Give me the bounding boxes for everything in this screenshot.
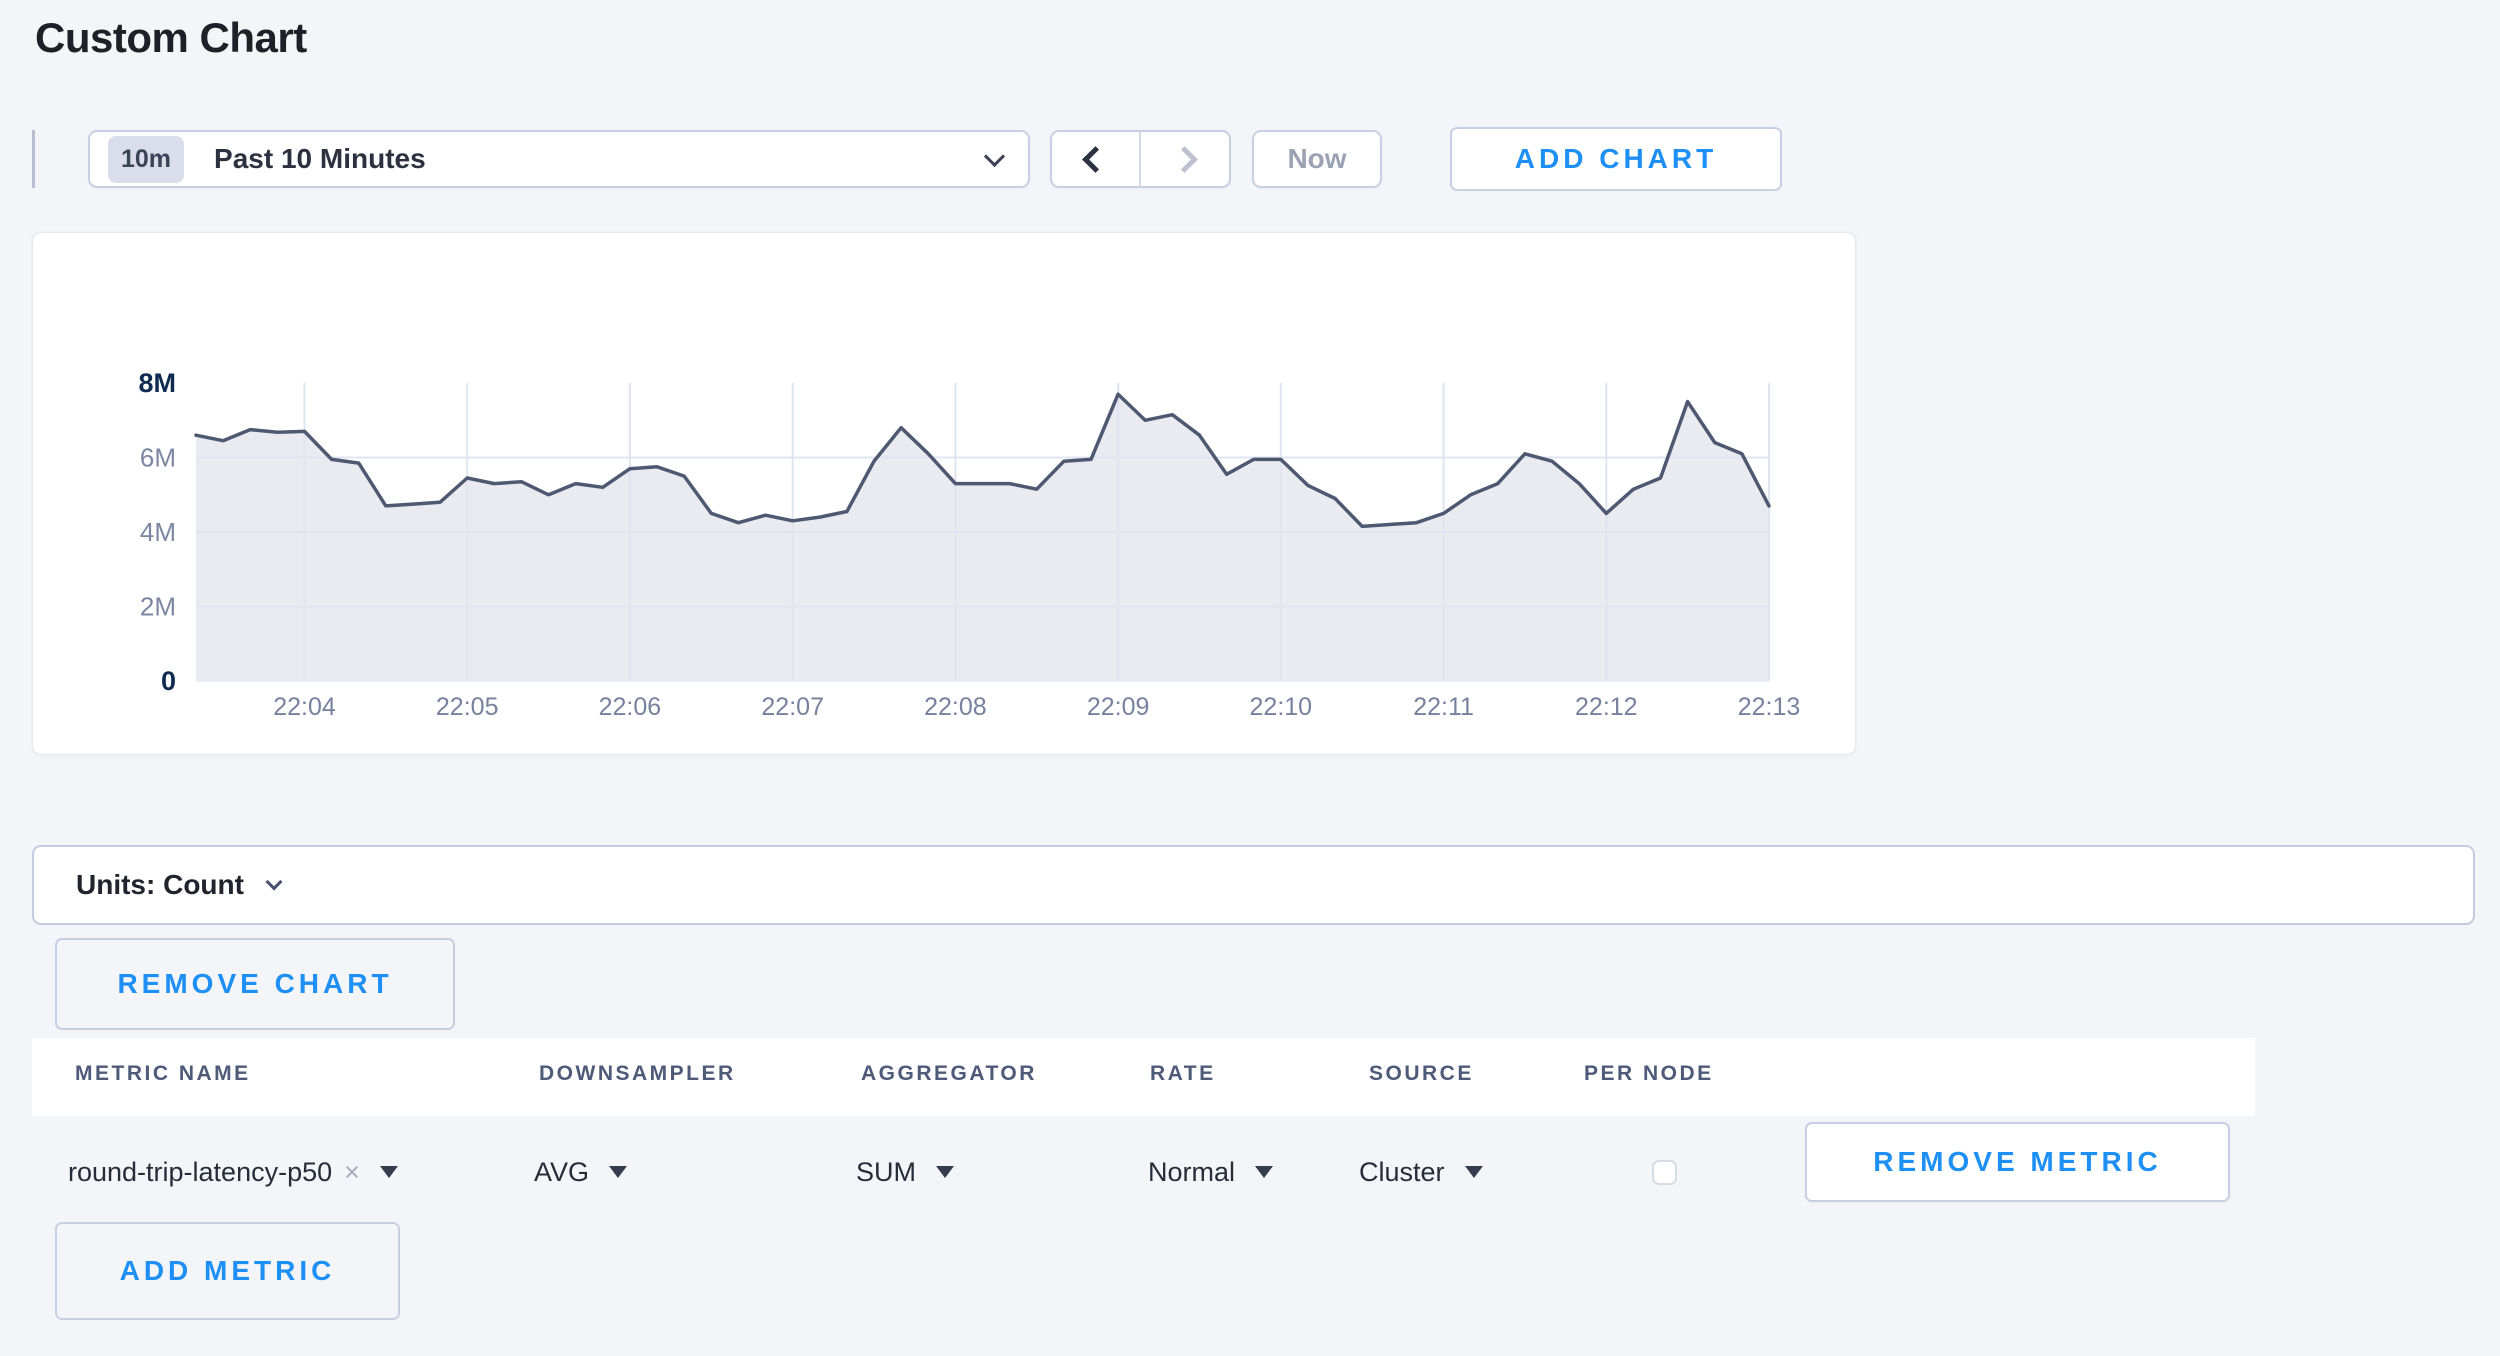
svg-text:22:12: 22:12: [1575, 693, 1638, 721]
time-forward-button[interactable]: [1141, 132, 1230, 186]
aggregator-select[interactable]: SUM: [856, 1146, 954, 1198]
remove-tag-icon[interactable]: ×: [344, 1156, 360, 1187]
dropdown-arrow-icon: [1255, 1166, 1274, 1178]
remove-chart-button[interactable]: REMOVE CHART: [55, 938, 455, 1030]
page-title: Custom Chart: [35, 14, 307, 61]
rate-value: Normal: [1148, 1156, 1236, 1187]
metric-name-value: round-trip-latency-p50: [68, 1156, 333, 1187]
svg-text:22:10: 22:10: [1250, 693, 1313, 721]
svg-text:22:06: 22:06: [599, 693, 662, 721]
svg-text:22:04: 22:04: [273, 693, 336, 721]
time-window-badge: 10m: [108, 135, 185, 183]
svg-text:22:05: 22:05: [436, 693, 499, 721]
column-header-source: SOURCE: [1369, 1062, 1474, 1085]
metrics-table-header: METRIC NAME DOWNSAMPLER AGGREGATOR RATE …: [32, 1038, 2255, 1116]
dropdown-arrow-icon: [1464, 1166, 1483, 1178]
downsampler-select[interactable]: AVG: [534, 1146, 628, 1198]
svg-text:22:09: 22:09: [1087, 693, 1150, 721]
time-nav-group: [1050, 130, 1231, 188]
svg-text:22:11: 22:11: [1413, 693, 1474, 721]
metric-name-select[interactable]: round-trip-latency-p50 ×: [68, 1146, 398, 1198]
toolbar-left-divider: [32, 130, 35, 188]
svg-text:8M: 8M: [138, 368, 176, 398]
svg-text:2M: 2M: [140, 592, 176, 622]
add-metric-button[interactable]: ADD METRIC: [55, 1222, 400, 1320]
units-label: Units: Count: [76, 869, 244, 900]
column-header-per-node: PER NODE: [1584, 1062, 1714, 1085]
svg-text:22:13: 22:13: [1738, 693, 1801, 721]
column-header-downsampler: DOWNSAMPLER: [539, 1062, 736, 1085]
chevron-right-icon: [1171, 145, 1199, 173]
column-header-rate: RATE: [1150, 1062, 1216, 1085]
remove-metric-button[interactable]: REMOVE METRIC: [1805, 1122, 2230, 1202]
per-node-checkbox[interactable]: [1652, 1160, 1677, 1185]
units-select[interactable]: Units: Count: [32, 845, 2475, 925]
svg-text:6M: 6M: [140, 443, 176, 473]
rate-select[interactable]: Normal: [1148, 1146, 1274, 1198]
area-chart: 0 2M 4M 6M 8M 22:04 22:05 22:06 22:07 22:08 22:09 2…: [33, 233, 1855, 754]
chevron-left-icon: [1081, 145, 1109, 173]
aggregator-value: SUM: [856, 1156, 916, 1187]
dropdown-arrow-icon: [379, 1166, 398, 1178]
time-window-select[interactable]: 10m Past 10 Minutes: [88, 130, 1030, 188]
now-button[interactable]: Now: [1252, 130, 1382, 188]
chevron-down-icon: [265, 873, 283, 891]
svg-text:4M: 4M: [140, 517, 176, 547]
add-chart-button[interactable]: ADD CHART: [1450, 127, 1782, 191]
column-header-aggregator: AGGREGATOR: [861, 1062, 1037, 1085]
dropdown-arrow-icon: [936, 1166, 954, 1178]
source-select[interactable]: Cluster: [1359, 1146, 1483, 1198]
svg-text:22:08: 22:08: [924, 693, 987, 721]
dropdown-arrow-icon: [609, 1166, 628, 1178]
time-back-button[interactable]: [1052, 132, 1141, 186]
svg-text:0: 0: [161, 666, 176, 696]
downsampler-value: AVG: [534, 1156, 590, 1187]
time-window-label: Past 10 Minutes: [214, 143, 426, 174]
metric-chart-panel: 0 2M 4M 6M 8M 22:04 22:05 22:06 22:07 22:08 22:09 2…: [32, 232, 1856, 755]
column-header-metric-name: METRIC NAME: [75, 1062, 251, 1085]
svg-text:22:07: 22:07: [761, 693, 824, 721]
source-value: Cluster: [1359, 1156, 1445, 1187]
chevron-down-icon: [983, 145, 1006, 167]
